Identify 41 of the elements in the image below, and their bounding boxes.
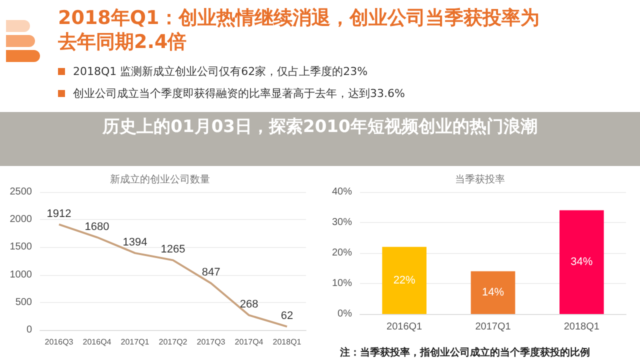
data-label: 14% — [482, 286, 504, 299]
y-tick-label: 0 — [26, 324, 32, 336]
y-tick-label: 500 — [15, 296, 32, 308]
data-label: 34% — [570, 256, 593, 268]
text: 2018Q1 监测新成立创业公司仅有62家，仅占上季度的23% — [73, 65, 368, 78]
x-tick-label: 2017Q1 — [120, 338, 150, 346]
y-tick-label: 2000 — [10, 214, 32, 226]
x-tick-label: 2017Q2 — [158, 338, 188, 346]
chart-title: 新成立的创业公司数量 — [110, 174, 210, 186]
y-tick-label: 20% — [332, 248, 352, 258]
x-tick-label: 2018Q1 — [272, 338, 302, 346]
y-tick-label: 1000 — [10, 269, 32, 280]
y-tick-label: 30% — [332, 217, 352, 228]
x-tick-label: 2016Q4 — [82, 338, 112, 346]
data-label: 1394 — [122, 236, 148, 249]
data-label: 268 — [240, 298, 258, 311]
bar — [382, 246, 426, 314]
bar — [560, 210, 604, 314]
x-tick-label: 2017Q1 — [475, 322, 512, 332]
y-tick-label: 10% — [332, 278, 352, 289]
data-label: 1912 — [46, 208, 72, 220]
bar — [470, 271, 516, 314]
x-tick-label: 2018Q1 — [564, 322, 600, 332]
chart-title: 当季获投率 — [455, 174, 505, 186]
y-tick-label: 40% — [332, 186, 352, 198]
data-label: 847 — [202, 266, 220, 279]
data-label: 22% — [393, 274, 416, 286]
data-label: 1265 — [160, 244, 186, 256]
text: 2018年Q1：创业热情继续消退，创业公司当季获投率为去年同期2.4倍 — [58, 6, 540, 54]
data-label: 62 — [280, 310, 294, 322]
y-tick-label: 0% — [338, 308, 352, 320]
x-tick-label: 2017Q3 — [196, 338, 226, 346]
x-tick-label: 2016Q1 — [386, 322, 423, 332]
data-label: 1680 — [84, 220, 110, 233]
text: 注：当季获投率，指创业公司成立的当个季度获投的比例 — [339, 346, 590, 358]
x-tick-label: 2017Q4 — [234, 338, 264, 346]
x-tick-label: 2016Q3 — [44, 338, 74, 346]
y-tick-label: 1500 — [10, 242, 32, 253]
text: 创业公司成立当个季度即获得融资的比率显著高于去年，达到33.6% — [73, 87, 405, 100]
y-tick-label: 2500 — [10, 186, 32, 198]
text: 历史上的01月03日，探索2010年短视频创业的热门浪潮 — [0, 112, 640, 166]
